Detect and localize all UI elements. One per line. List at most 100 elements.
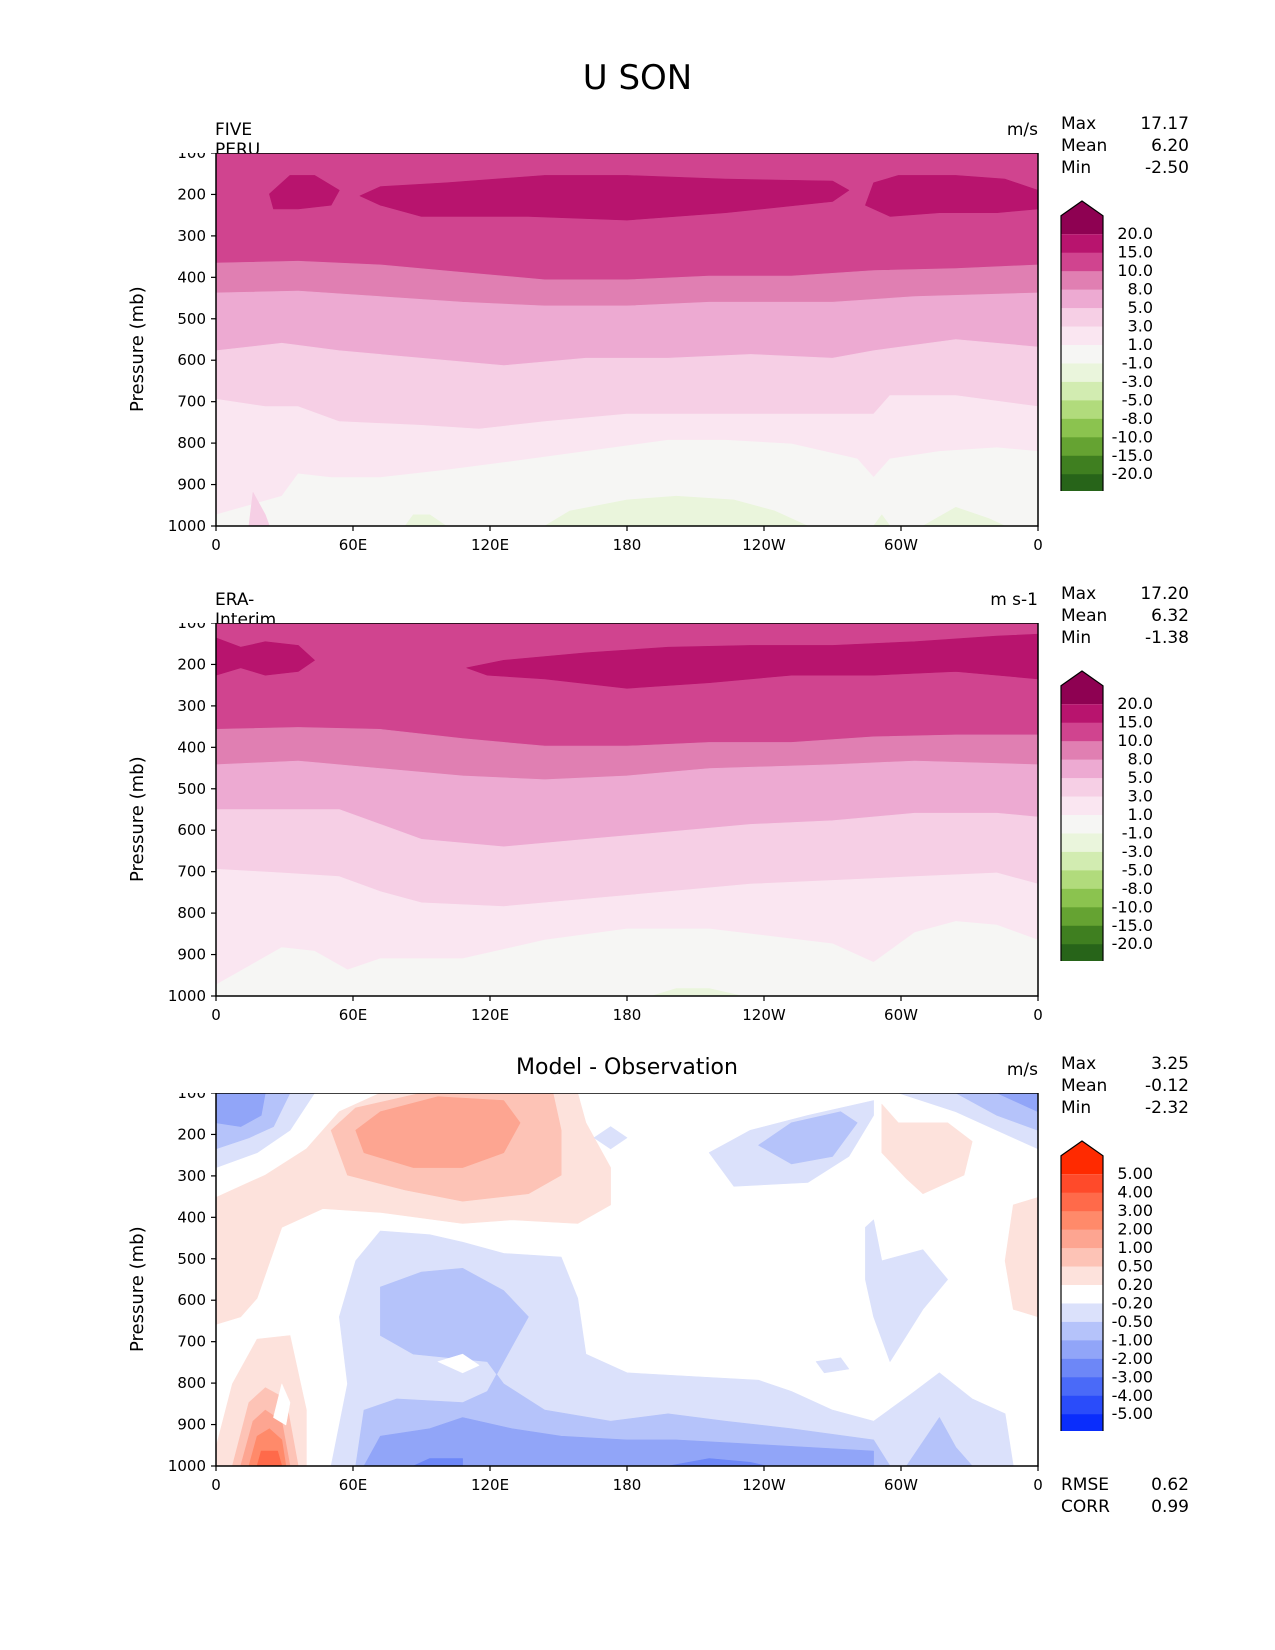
contour-bands <box>216 153 1038 526</box>
y-tick-label: 600 <box>177 351 206 369</box>
colorbar-label: 0.20 <box>1117 1275 1153 1294</box>
colorbar: 20.015.010.08.05.03.01.0-1.0-3.0-5.0-8.0… <box>1060 670 1153 961</box>
y-tick-label: 800 <box>177 434 206 452</box>
colorbar-swatch <box>1061 851 1103 871</box>
contour-band <box>873 514 891 526</box>
y-tick-label: 600 <box>177 1291 206 1309</box>
y-tick-label: 200 <box>177 655 206 673</box>
contour-band <box>363 1417 874 1466</box>
metric-value-rmse: 0.62 <box>1151 1475 1189 1495</box>
colorbar-swatch <box>1061 1285 1103 1304</box>
colorbar-swatch <box>1061 925 1103 945</box>
x-tick-label: 120E <box>471 1476 509 1494</box>
colorbar-extend-top <box>1061 1141 1103 1175</box>
y-tick-label: 800 <box>177 1374 206 1392</box>
colorbar-extend-top <box>1061 671 1103 705</box>
x-tick-label: 180 <box>613 1476 642 1494</box>
stats-box: Max 3.25 Mean -0.12 Min -2.32 <box>1061 1053 1189 1119</box>
colorbar-swatch <box>1061 345 1103 364</box>
y-tick-label: 700 <box>177 393 206 411</box>
colorbar-label: 1.0 <box>1128 335 1153 354</box>
colorbar-swatch <box>1061 1377 1103 1397</box>
y-tick-label: 100 <box>177 1093 206 1102</box>
contour-band <box>651 988 743 996</box>
contour-band <box>865 1219 948 1362</box>
colorbar-extend-top <box>1061 201 1103 235</box>
colorbar-swatch <box>1061 252 1103 272</box>
y-tick-label: 600 <box>177 821 206 839</box>
y-tick-label: 900 <box>177 1416 206 1434</box>
contour-band <box>273 1383 291 1426</box>
colorbar-label: 4.00 <box>1117 1183 1153 1202</box>
colorbar-label: -1.00 <box>1112 1330 1153 1349</box>
stat-label-min: Min <box>1061 158 1092 178</box>
x-tick-label: 60E <box>339 1476 368 1494</box>
contour-plot: 100 200 300 400 500 600 700 800 900 1000 0 60E 120E 1… <box>168 153 1043 554</box>
x-tick-label: 120E <box>471 536 509 554</box>
x-tick-label: 0 <box>1033 1476 1043 1494</box>
contour-band <box>815 1357 850 1374</box>
metric-value-corr: 0.99 <box>1151 1497 1189 1517</box>
colorbar-swatch <box>1061 418 1103 438</box>
colorbar-swatch <box>1061 271 1103 291</box>
y-tick-label: 900 <box>177 476 206 494</box>
contour-band <box>865 175 1038 217</box>
colorbar-swatch <box>1061 815 1103 834</box>
y-tick-label: 500 <box>177 310 206 328</box>
colorbar-swatch <box>1061 1321 1103 1341</box>
y-tick-label: 200 <box>177 185 206 203</box>
contour-band <box>269 175 340 210</box>
y-tick-label: 400 <box>177 1208 206 1226</box>
colorbar-swatch <box>1061 400 1103 420</box>
contour-band <box>355 1096 521 1168</box>
colorbar-swatch <box>1061 437 1103 457</box>
contour-band <box>256 1450 283 1466</box>
metric-row-rmse: RMSE 0.62 <box>1061 1474 1189 1496</box>
colorbar-swatch <box>1061 741 1103 761</box>
colorbar-label: 2.00 <box>1117 1220 1153 1239</box>
x-tick-label: 60W <box>884 536 918 554</box>
x-tick-label: 0 <box>1033 1006 1043 1024</box>
colorbar-label: -5.0 <box>1122 860 1153 879</box>
stat-label-mean: Mean <box>1061 1076 1108 1096</box>
colorbar-swatch <box>1061 759 1103 779</box>
colorbar-swatch <box>1061 1358 1103 1378</box>
colorbar-label: 5.0 <box>1128 298 1153 317</box>
stat-row-max: Max 3.25 <box>1061 1053 1189 1075</box>
colorbar-swatch <box>1061 363 1103 383</box>
contour-band <box>248 492 270 526</box>
stat-row-mean: Mean 6.20 <box>1061 135 1189 157</box>
colorbar: 20.015.010.08.05.03.01.0-1.0-3.0-5.0-8.0… <box>1060 200 1153 491</box>
colorbar-swatch <box>1061 1174 1103 1194</box>
contour-band <box>466 633 1038 689</box>
y-tick-label: 900 <box>177 946 206 964</box>
colorbar-label: -3.00 <box>1112 1367 1153 1386</box>
stat-label-max: Max <box>1061 114 1097 134</box>
contour-band <box>906 1417 973 1466</box>
metric-row-corr: CORR 0.99 <box>1061 1496 1189 1518</box>
colorbar-swatch <box>1061 796 1103 816</box>
contour-plot: 100 200 300 400 500 600 700 800 900 1000 0 60E 120E 1… <box>168 1093 1043 1494</box>
y-tick-label: 1000 <box>168 987 206 1005</box>
stat-label-max: Max <box>1061 1054 1097 1074</box>
colorbar-label: 20.0 <box>1117 694 1153 713</box>
contour-band <box>216 439 1038 526</box>
y-tick-label: 100 <box>177 153 206 162</box>
x-tick-label: 0 <box>211 1476 221 1494</box>
contour-band <box>216 1093 266 1127</box>
colorbar-label: -10.0 <box>1112 897 1153 916</box>
contour-bands <box>216 1093 1038 1466</box>
stat-row-mean: Mean 6.32 <box>1061 605 1189 627</box>
colorbar-swatch <box>1061 1303 1103 1323</box>
y-tick-label: 700 <box>177 1333 206 1351</box>
contour-band <box>437 1353 480 1374</box>
colorbar-label: -1.0 <box>1122 353 1153 372</box>
colorbar-swatch <box>1061 381 1103 401</box>
x-tick-label: 0 <box>211 536 221 554</box>
colorbar-label: 3.0 <box>1128 787 1153 806</box>
colorbar-swatch <box>1061 722 1103 742</box>
y-tick-label: 300 <box>177 227 206 245</box>
x-tick-label: 0 <box>1033 536 1043 554</box>
colorbar-label: 10.0 <box>1117 261 1153 280</box>
metrics-box: RMSE 0.62 CORR 0.99 <box>1061 1474 1189 1518</box>
